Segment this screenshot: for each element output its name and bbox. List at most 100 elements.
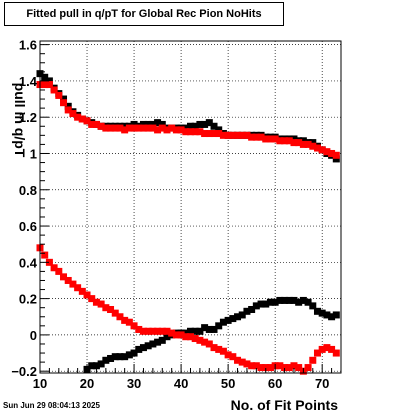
data-point-series-3	[55, 91, 63, 99]
data-point-series-3	[64, 106, 72, 114]
data-point-series-2	[252, 302, 260, 310]
data-point-series-4	[83, 291, 91, 299]
data-point-series-3	[78, 115, 86, 123]
data-point-series-3	[309, 142, 317, 150]
data-point-series-2	[304, 298, 312, 306]
data-point-series-1	[139, 120, 147, 128]
data-point-series-3	[219, 131, 227, 139]
data-point-series-4	[102, 304, 110, 312]
data-point-series-2	[144, 342, 152, 350]
y-axis-label: pull in q/pT	[12, 83, 28, 158]
data-point-series-1	[45, 77, 53, 85]
data-point-series-3	[107, 124, 115, 132]
data-point-series-1	[121, 122, 129, 130]
x-tick-label: 50	[221, 376, 235, 391]
data-point-series-4	[45, 258, 53, 266]
data-point-series-4	[243, 360, 251, 368]
data-point-series-2	[276, 296, 284, 304]
data-point-series-4	[64, 276, 72, 284]
data-point-series-3	[210, 130, 218, 138]
data-point-series-2	[210, 325, 218, 333]
data-point-series-4	[154, 327, 162, 335]
data-point-series-2	[309, 302, 317, 310]
data-point-series-3	[121, 126, 129, 134]
data-point-series-3	[172, 126, 180, 134]
data-point-series-1	[64, 102, 72, 110]
data-point-series-3	[229, 131, 237, 139]
data-point-series-2	[290, 296, 298, 304]
data-point-series-4	[328, 345, 336, 353]
data-point-series-3	[224, 131, 232, 139]
data-point-series-2	[163, 333, 171, 341]
data-point-series-3	[88, 120, 96, 128]
data-point-series-4	[74, 284, 82, 292]
data-point-series-4	[229, 353, 237, 361]
data-point-series-4	[177, 331, 185, 339]
data-point-series-3	[149, 124, 157, 132]
data-point-series-3	[130, 124, 138, 132]
data-point-series-1	[154, 119, 162, 127]
data-point-series-2	[248, 306, 256, 314]
data-point-series-2	[299, 296, 307, 304]
chart-title-box: Fitted pull in q/pT for Global Rec Pion …	[4, 2, 284, 26]
data-point-series-4	[304, 364, 312, 372]
y-tick-label: 0.8	[19, 183, 37, 198]
data-point-series-2	[243, 307, 251, 315]
data-point-series-4	[234, 356, 242, 364]
y-tick-label: 1	[30, 146, 37, 161]
data-point-series-4	[309, 356, 317, 364]
axis-ticks	[39, 44, 342, 373]
data-point-series-2	[149, 340, 157, 348]
data-point-series-4	[266, 364, 274, 372]
data-point-series-1	[191, 122, 199, 130]
data-point-series-2	[139, 344, 147, 352]
data-point-series-1	[149, 120, 157, 128]
data-point-series-3	[332, 151, 340, 159]
data-point-series-4	[139, 327, 147, 335]
data-point-series-4	[107, 306, 115, 314]
x-tick-label: 60	[268, 376, 282, 391]
data-point-series-3	[45, 81, 53, 89]
data-point-series-3	[144, 124, 152, 132]
y-tick-label: 0.6	[19, 219, 37, 234]
data-point-series-1	[210, 122, 218, 130]
y-tick-label: 0.2	[19, 292, 37, 307]
data-point-series-2	[116, 353, 124, 361]
data-point-series-3	[248, 133, 256, 141]
data-point-series-1	[290, 135, 298, 143]
data-point-series-4	[149, 327, 157, 335]
data-point-series-4	[313, 349, 321, 357]
data-point-series-3	[191, 128, 199, 136]
data-point-series-2	[97, 360, 105, 368]
data-point-series-4	[50, 264, 58, 272]
tick-labels: 10 20 30 40 50 60 70 −0.2 0 0.2 0.4 0.6 0.8 1 1.2 1.4 1.…	[11, 38, 329, 391]
data-point-series-3	[313, 144, 321, 152]
data-point-series-2	[229, 315, 237, 323]
data-point-series-2	[234, 313, 242, 321]
data-point-series-2	[102, 356, 110, 364]
y-tick-label: 1.2	[19, 110, 37, 125]
data-point-series-4	[252, 362, 260, 370]
data-point-series-2	[121, 353, 129, 361]
data-point-series-2	[219, 318, 227, 326]
data-point-series-4	[276, 362, 284, 370]
data-point-series-3	[318, 146, 326, 154]
data-point-series-4	[125, 318, 133, 326]
data-point-series-3	[238, 131, 246, 139]
data-point-series-4	[290, 362, 298, 370]
data-point-series-3	[295, 139, 303, 147]
y-tick-label: 0.4	[19, 255, 38, 270]
data-point-series-3	[135, 124, 143, 132]
data-point-series-3	[125, 124, 133, 132]
data-point-series-4	[205, 340, 213, 348]
data-point-series-4	[111, 309, 119, 317]
data-point-series-3	[69, 110, 77, 118]
data-point-series-2	[328, 313, 336, 321]
data-point-series-3	[304, 140, 312, 148]
data-point-series-2	[88, 362, 96, 370]
data-point-series-4	[92, 298, 100, 306]
data-point-series-4	[97, 300, 105, 308]
data-point-series-4	[201, 338, 209, 346]
data-point-series-3	[163, 126, 171, 134]
data-point-series-4	[224, 351, 232, 359]
